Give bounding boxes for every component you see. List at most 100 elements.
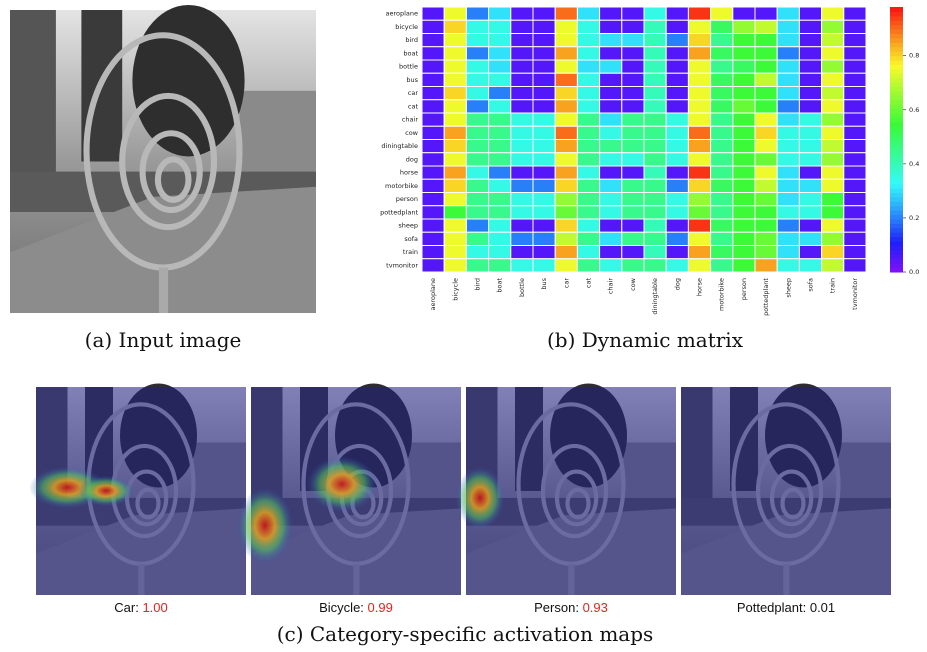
heat-cell xyxy=(600,20,622,33)
colorbar-segment xyxy=(890,42,903,47)
column-label: bicycle xyxy=(451,278,459,301)
heat-cell xyxy=(444,179,466,192)
score: 0.99 xyxy=(368,600,393,615)
heat-cell xyxy=(533,232,555,245)
heat-cell xyxy=(688,193,710,206)
heat-cell xyxy=(600,34,622,47)
heat-cell xyxy=(533,87,555,100)
colorbar-segment xyxy=(890,109,903,114)
heat-cell xyxy=(422,87,444,100)
heat-cell xyxy=(755,47,777,60)
heat-cell xyxy=(644,246,666,259)
heat-cell xyxy=(822,153,844,166)
heat-cell xyxy=(444,73,466,86)
colorbar-segment xyxy=(890,117,903,122)
heat-cell xyxy=(622,166,644,179)
heat-cell xyxy=(666,126,688,139)
heat-cell xyxy=(577,34,599,47)
heat-cell xyxy=(688,113,710,126)
column-label: person xyxy=(740,278,748,300)
column-label: pottedplant xyxy=(762,278,770,316)
column-label: sofa xyxy=(807,278,815,292)
colorbar-segment xyxy=(890,179,903,184)
heat-cell xyxy=(533,20,555,33)
heat-cell xyxy=(733,113,755,126)
heat-cell xyxy=(711,140,733,153)
colorbar-segment xyxy=(890,166,903,171)
colorbar-segment xyxy=(890,223,903,228)
colorbar-segment xyxy=(890,51,903,56)
heat-cell xyxy=(622,73,644,86)
heat-cell xyxy=(466,7,488,20)
colorbar-segment xyxy=(890,16,903,21)
heat-cell xyxy=(822,100,844,113)
heat-cell xyxy=(777,140,799,153)
heat-cell xyxy=(444,246,466,259)
heat-cell xyxy=(600,166,622,179)
heat-cell xyxy=(688,206,710,219)
heat-cell xyxy=(711,179,733,192)
heat-cell xyxy=(577,126,599,139)
heat-cell xyxy=(533,246,555,259)
heat-cell xyxy=(600,113,622,126)
heat-cell xyxy=(555,259,577,272)
heat-cell xyxy=(799,219,821,232)
heat-cell xyxy=(577,179,599,192)
heat-cell xyxy=(511,34,533,47)
heat-cell xyxy=(688,87,710,100)
heat-cell xyxy=(577,100,599,113)
heat-cell xyxy=(600,206,622,219)
heat-cell xyxy=(644,34,666,47)
column-label: bus xyxy=(540,277,548,289)
colorbar-segment xyxy=(890,148,903,153)
heat-cell xyxy=(444,166,466,179)
heat-cell xyxy=(644,60,666,73)
heat-cell xyxy=(533,7,555,20)
heat-cell xyxy=(466,232,488,245)
activation xyxy=(237,488,293,564)
map-label: Bicycle: 0.99 xyxy=(319,600,393,615)
heat-cell xyxy=(422,246,444,259)
heat-cell xyxy=(622,34,644,47)
column-label: diningtable xyxy=(651,278,659,315)
heat-cell xyxy=(511,113,533,126)
heat-cell xyxy=(822,246,844,259)
heat-cell xyxy=(577,87,599,100)
heat-cell xyxy=(777,246,799,259)
colorbar-segment xyxy=(890,201,903,206)
colorbar-segment xyxy=(890,140,903,145)
heat-cell xyxy=(577,140,599,153)
heat-cell xyxy=(533,179,555,192)
colorbar-segment xyxy=(890,215,903,220)
heat-cell xyxy=(755,34,777,47)
heat-cell xyxy=(755,20,777,33)
heat-cell xyxy=(511,7,533,20)
row-label: bus xyxy=(406,76,418,84)
heat-cell xyxy=(733,219,755,232)
column-label: motorbike xyxy=(718,278,726,311)
heat-cell xyxy=(777,153,799,166)
heat-cell xyxy=(688,7,710,20)
heat-cell xyxy=(577,73,599,86)
heat-cell xyxy=(466,73,488,86)
heat-cell xyxy=(799,259,821,272)
heat-cell xyxy=(777,193,799,206)
column-label: cat xyxy=(585,278,593,289)
heat-cell xyxy=(466,153,488,166)
heat-cell xyxy=(711,34,733,47)
heat-cell xyxy=(799,246,821,259)
heat-cell xyxy=(533,100,555,113)
post xyxy=(159,268,168,313)
heat-cell xyxy=(755,100,777,113)
heat-cell xyxy=(822,60,844,73)
page: {"panel_a": {"caption": "(a) Input image… xyxy=(0,0,927,652)
heat-cell xyxy=(466,87,488,100)
heat-cell xyxy=(533,34,555,47)
heat-cell xyxy=(799,153,821,166)
row-label: pottedplant xyxy=(380,208,418,216)
heat-cell xyxy=(600,179,622,192)
heat-cell xyxy=(666,60,688,73)
heat-cell xyxy=(755,193,777,206)
heat-cell xyxy=(622,206,644,219)
heat-cell xyxy=(799,232,821,245)
